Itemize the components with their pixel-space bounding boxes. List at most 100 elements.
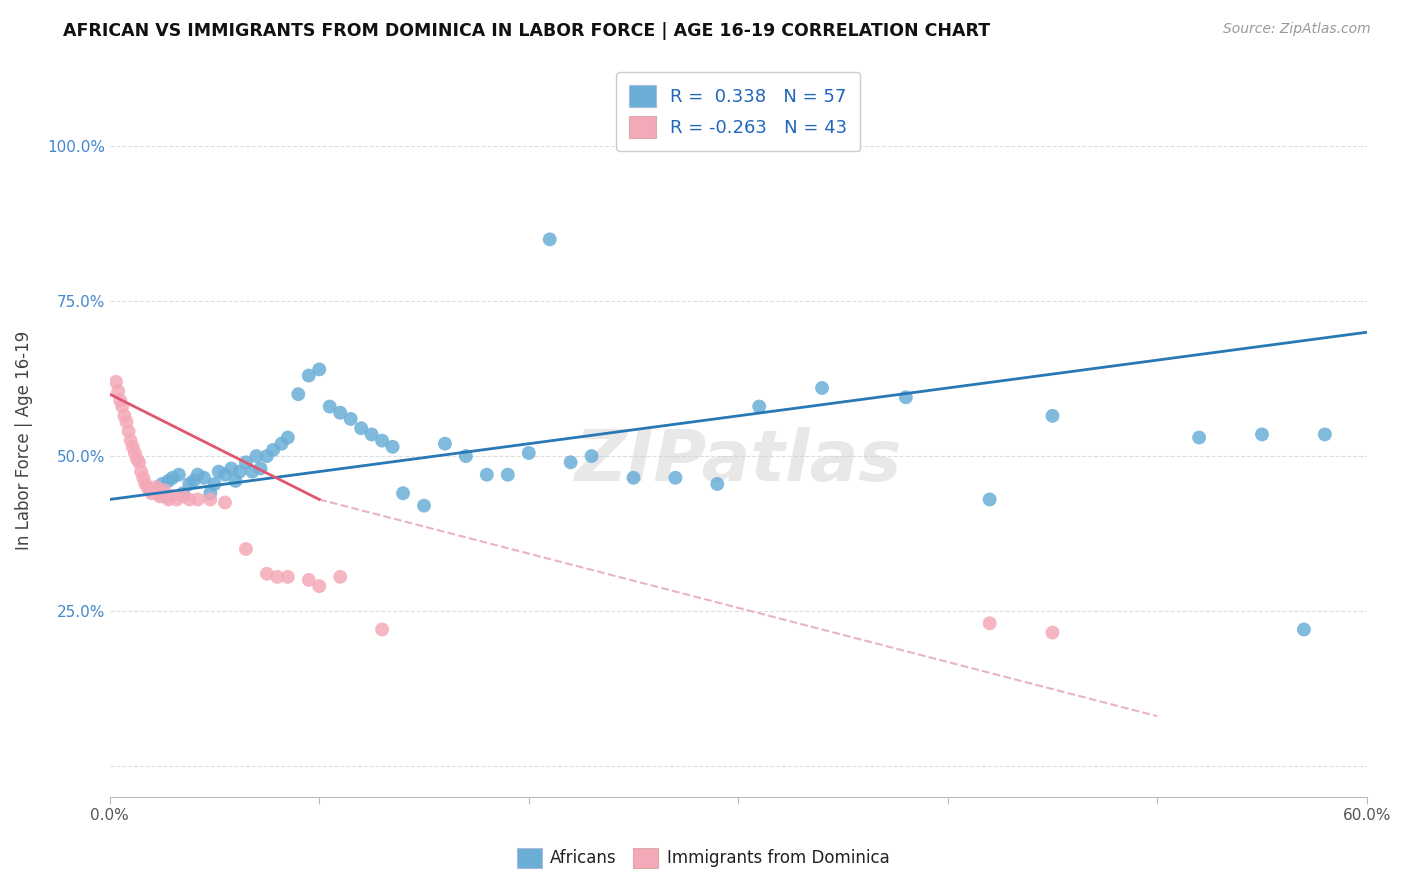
- Point: [319, 400, 342, 414]
- Point: [166, 492, 188, 507]
- Point: [350, 421, 373, 435]
- Point: [581, 449, 603, 463]
- Point: [381, 440, 404, 454]
- Point: [110, 393, 132, 408]
- Point: [111, 400, 134, 414]
- Point: [138, 483, 160, 498]
- Point: [128, 455, 150, 469]
- Point: [200, 486, 222, 500]
- Point: [496, 467, 519, 482]
- Point: [132, 471, 155, 485]
- Point: [193, 471, 215, 485]
- Point: [179, 492, 201, 507]
- Point: [433, 436, 456, 450]
- Point: [150, 486, 173, 500]
- Point: [664, 471, 686, 485]
- Point: [162, 489, 184, 503]
- Point: [157, 492, 180, 507]
- Point: [371, 623, 394, 637]
- Point: [214, 467, 236, 482]
- Point: [129, 465, 152, 479]
- Point: [187, 467, 209, 482]
- Point: [224, 474, 246, 488]
- Point: [179, 477, 201, 491]
- Point: [146, 486, 169, 500]
- Point: [475, 467, 498, 482]
- Point: [538, 232, 561, 246]
- Point: [115, 415, 138, 429]
- Point: [208, 465, 231, 479]
- Point: [1042, 625, 1064, 640]
- Point: [172, 486, 194, 500]
- Point: [894, 390, 917, 404]
- Legend: R =  0.338   N = 57, R = -0.263   N = 43: R = 0.338 N = 57, R = -0.263 N = 43: [616, 72, 860, 151]
- Point: [125, 452, 148, 467]
- Point: [219, 461, 242, 475]
- Point: [112, 409, 135, 423]
- Point: [141, 486, 163, 500]
- Point: [157, 474, 180, 488]
- Point: [153, 483, 176, 498]
- Point: [245, 449, 267, 463]
- Point: [145, 480, 167, 494]
- Point: [150, 477, 173, 491]
- Point: [623, 471, 645, 485]
- Point: [266, 570, 288, 584]
- Point: [256, 566, 278, 581]
- Point: [1313, 427, 1336, 442]
- Point: [136, 480, 159, 494]
- Point: [149, 489, 172, 503]
- Point: [979, 492, 1001, 507]
- Point: [117, 425, 139, 439]
- Point: [120, 434, 142, 448]
- Point: [183, 474, 205, 488]
- Point: [107, 384, 129, 398]
- Point: [1292, 623, 1315, 637]
- Point: [270, 436, 292, 450]
- Point: [235, 455, 257, 469]
- Point: [517, 446, 540, 460]
- Point: [200, 492, 222, 507]
- Point: [256, 449, 278, 463]
- Point: [187, 492, 209, 507]
- Text: ZIPatlas: ZIPatlas: [575, 427, 901, 497]
- Point: [413, 499, 436, 513]
- Point: [287, 387, 309, 401]
- Point: [308, 579, 330, 593]
- Point: [1251, 427, 1274, 442]
- Legend: Africans, Immigrants from Dominica: Africans, Immigrants from Dominica: [510, 841, 896, 875]
- Point: [105, 375, 128, 389]
- Point: [298, 368, 321, 383]
- Point: [392, 486, 415, 500]
- Point: [454, 449, 477, 463]
- Point: [134, 477, 156, 491]
- Point: [235, 541, 257, 556]
- Point: [204, 477, 226, 491]
- Point: [329, 570, 352, 584]
- Text: AFRICAN VS IMMIGRANTS FROM DOMINICA IN LABOR FORCE | AGE 16-19 CORRELATION CHART: AFRICAN VS IMMIGRANTS FROM DOMINICA IN L…: [63, 22, 990, 40]
- Point: [560, 455, 582, 469]
- Point: [360, 427, 382, 442]
- Point: [308, 362, 330, 376]
- Point: [162, 471, 184, 485]
- Text: Source: ZipAtlas.com: Source: ZipAtlas.com: [1223, 22, 1371, 37]
- Point: [214, 495, 236, 509]
- Point: [329, 406, 352, 420]
- Point: [142, 483, 165, 498]
- Point: [748, 400, 770, 414]
- Point: [979, 616, 1001, 631]
- Point: [811, 381, 834, 395]
- Point: [240, 465, 263, 479]
- Point: [228, 465, 250, 479]
- Point: [371, 434, 394, 448]
- Point: [155, 489, 177, 503]
- Point: [298, 573, 321, 587]
- Point: [1188, 430, 1211, 444]
- Point: [124, 446, 146, 460]
- Point: [1042, 409, 1064, 423]
- Point: [146, 486, 169, 500]
- Point: [172, 489, 194, 503]
- Point: [167, 467, 190, 482]
- Point: [277, 430, 299, 444]
- Point: [339, 412, 361, 426]
